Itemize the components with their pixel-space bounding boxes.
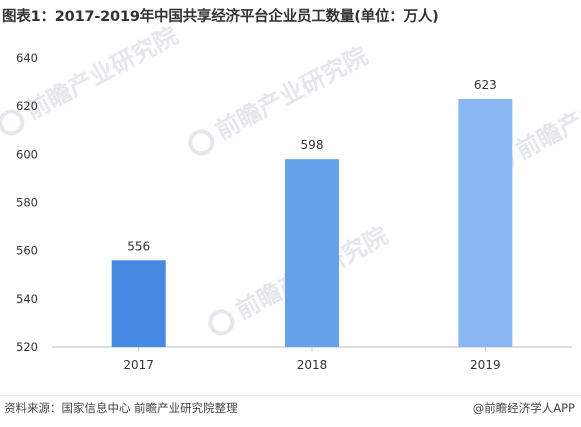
chart-title: 图表1：2017-2019年中国共享经济平台企业员工数量(单位：万人) — [2, 9, 439, 25]
y-tick-label: 580 — [16, 196, 38, 210]
y-tick-label: 640 — [16, 51, 38, 65]
bar-2018 — [285, 159, 339, 347]
data-label-2018: 598 — [301, 138, 324, 152]
x-tick-label-2019: 2019 — [470, 358, 501, 372]
footer: 资料来源：国家信息中心 前瞻产业研究院整理 @前瞻经济学人APP — [0, 395, 581, 420]
x-tick-label-2018: 2018 — [297, 358, 328, 372]
x-tick-label-2017: 2017 — [123, 358, 154, 372]
source-note: 资料来源：国家信息中心 前瞻产业研究院整理 — [4, 401, 238, 415]
credit-note: @前瞻经济学人APP — [472, 401, 575, 415]
data-label-2017: 556 — [127, 239, 150, 253]
bar-2017 — [111, 260, 166, 347]
bar-2019 — [458, 98, 513, 347]
data-label-2019: 623 — [474, 78, 497, 92]
y-tick-label: 540 — [16, 292, 38, 306]
y-tick-label: 560 — [16, 244, 38, 258]
y-tick-label: 620 — [16, 99, 38, 113]
y-tick-label: 600 — [16, 147, 38, 161]
y-tick-label: 520 — [16, 340, 38, 354]
